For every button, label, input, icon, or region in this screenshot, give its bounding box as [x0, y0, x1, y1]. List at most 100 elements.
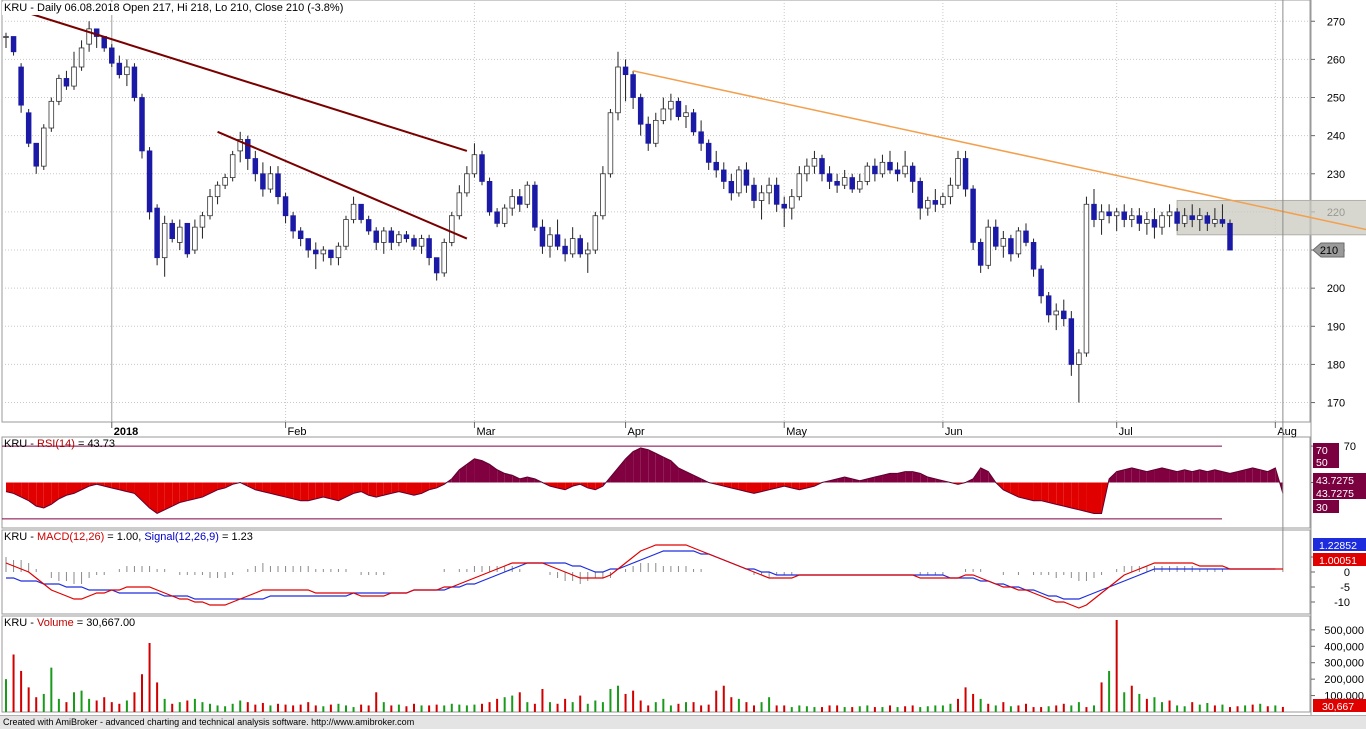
rsi-fill-segment [912, 471, 921, 483]
rsi-fill-segment [187, 482, 195, 501]
candle-body [358, 203, 364, 220]
rsi-fill-segment [210, 482, 218, 494]
volume-bar [828, 705, 831, 712]
volume-pane-header: KRU - Volume = 30,667.00 [2, 617, 137, 630]
x-label-May: May [786, 426, 807, 438]
candle-body [743, 169, 750, 186]
candle-body [811, 158, 818, 167]
rsi-fill-segment [1056, 482, 1064, 507]
candle-body [169, 222, 175, 239]
rsi-pane-frame [1, 436, 1311, 529]
candle-body [1212, 219, 1218, 224]
rsi-fill-segment [157, 482, 165, 514]
rsi-fill-segment [398, 482, 407, 494]
macd-name: MACD(12,26) [37, 531, 105, 543]
volume-bar [337, 703, 340, 712]
rsi-fill-segment [134, 482, 142, 501]
volume-bar [1221, 704, 1224, 712]
candle-body [245, 139, 251, 159]
rsi-fill-segment [1063, 482, 1072, 508]
volume-bar [254, 704, 257, 712]
candle-body [705, 142, 712, 163]
rsi-fill-segment [1078, 482, 1087, 512]
rsi-prefix: KRU - [4, 438, 37, 450]
rsi-fill-segment [890, 473, 898, 483]
volume-bar [707, 704, 710, 712]
rsi-fill-segment [1162, 467, 1170, 483]
rsi-value-box [1313, 473, 1366, 486]
volume-bar [964, 687, 967, 712]
volume-bar [1153, 697, 1156, 712]
candle-body [441, 242, 447, 274]
rsi-fill-segment [1184, 469, 1193, 483]
candle-body [237, 139, 243, 152]
volume-bar [80, 690, 83, 712]
x-label-Aug: Aug [1277, 426, 1297, 438]
candle-body [849, 177, 855, 190]
candle-body [985, 226, 991, 266]
rsi-fill-segment [1252, 467, 1261, 483]
rsi-fill-segment [663, 457, 671, 483]
rsi-value: = 43.73 [74, 438, 115, 450]
rsi-fill-segment [194, 482, 203, 499]
rsi-fill-segment [746, 482, 754, 494]
candle-body [1144, 219, 1150, 224]
rsi-fill-segment [406, 482, 414, 496]
rsi-fill-segment [882, 473, 890, 483]
macd-line [5, 544, 1283, 609]
price-tick-label-190: 190 [1327, 321, 1345, 333]
candle-body [804, 165, 810, 175]
volume-bar [858, 706, 861, 712]
volume-bar [156, 682, 159, 712]
candle-body [71, 66, 77, 87]
macd-prefix: KRU - [4, 531, 37, 543]
rsi-fill-segment [255, 482, 263, 492]
volume-bar [624, 693, 627, 712]
rsi-fill-segment [504, 473, 513, 483]
volume-bar [805, 706, 808, 712]
candle-body [464, 173, 470, 194]
candle-body [698, 131, 704, 144]
candle-body [418, 238, 425, 247]
rsi-fill-segment [1071, 482, 1079, 510]
rsi-fill-segment [66, 482, 74, 496]
rsi-fill-segment [1230, 471, 1238, 483]
rsi-fill-segment [278, 482, 286, 498]
candle-body [1045, 295, 1052, 316]
rsi-fill-segment [1192, 469, 1200, 483]
candle-body [411, 238, 417, 247]
signal-line [6, 550, 1276, 600]
candle-body [1000, 238, 1007, 247]
rsi-fill-segment [1169, 469, 1178, 483]
candle-body [396, 234, 402, 243]
x-label-Apr: Apr [628, 426, 645, 438]
rsi-fill-segment [1041, 482, 1049, 503]
volume-bar [1130, 685, 1133, 712]
volume-bar [148, 643, 151, 712]
candle-body [826, 173, 833, 182]
macd-pane-frame [1, 529, 1311, 615]
volume-bar [904, 706, 907, 712]
rsi-fill-segment [81, 482, 90, 490]
volume-bar [821, 707, 823, 712]
price-tick-label-260: 260 [1327, 54, 1345, 66]
candle-body [887, 161, 893, 171]
candle-body [124, 66, 130, 76]
candle-body [365, 219, 372, 232]
volume-bar [1191, 702, 1194, 712]
signal-value-box [1313, 538, 1366, 551]
volume-bar [20, 670, 23, 712]
candle-body [977, 242, 984, 266]
volume-bar [1176, 705, 1179, 712]
rsi-fill-segment [36, 482, 44, 508]
candle-body [773, 184, 780, 205]
candle-body [925, 200, 931, 209]
rsi-fill-segment [482, 460, 490, 483]
x-label-Mar: Mar [476, 426, 495, 438]
volume-bar [465, 705, 468, 712]
candle-body [3, 36, 9, 38]
rsi-fill-segment [421, 482, 430, 494]
rsi-fill-segment [164, 482, 173, 510]
